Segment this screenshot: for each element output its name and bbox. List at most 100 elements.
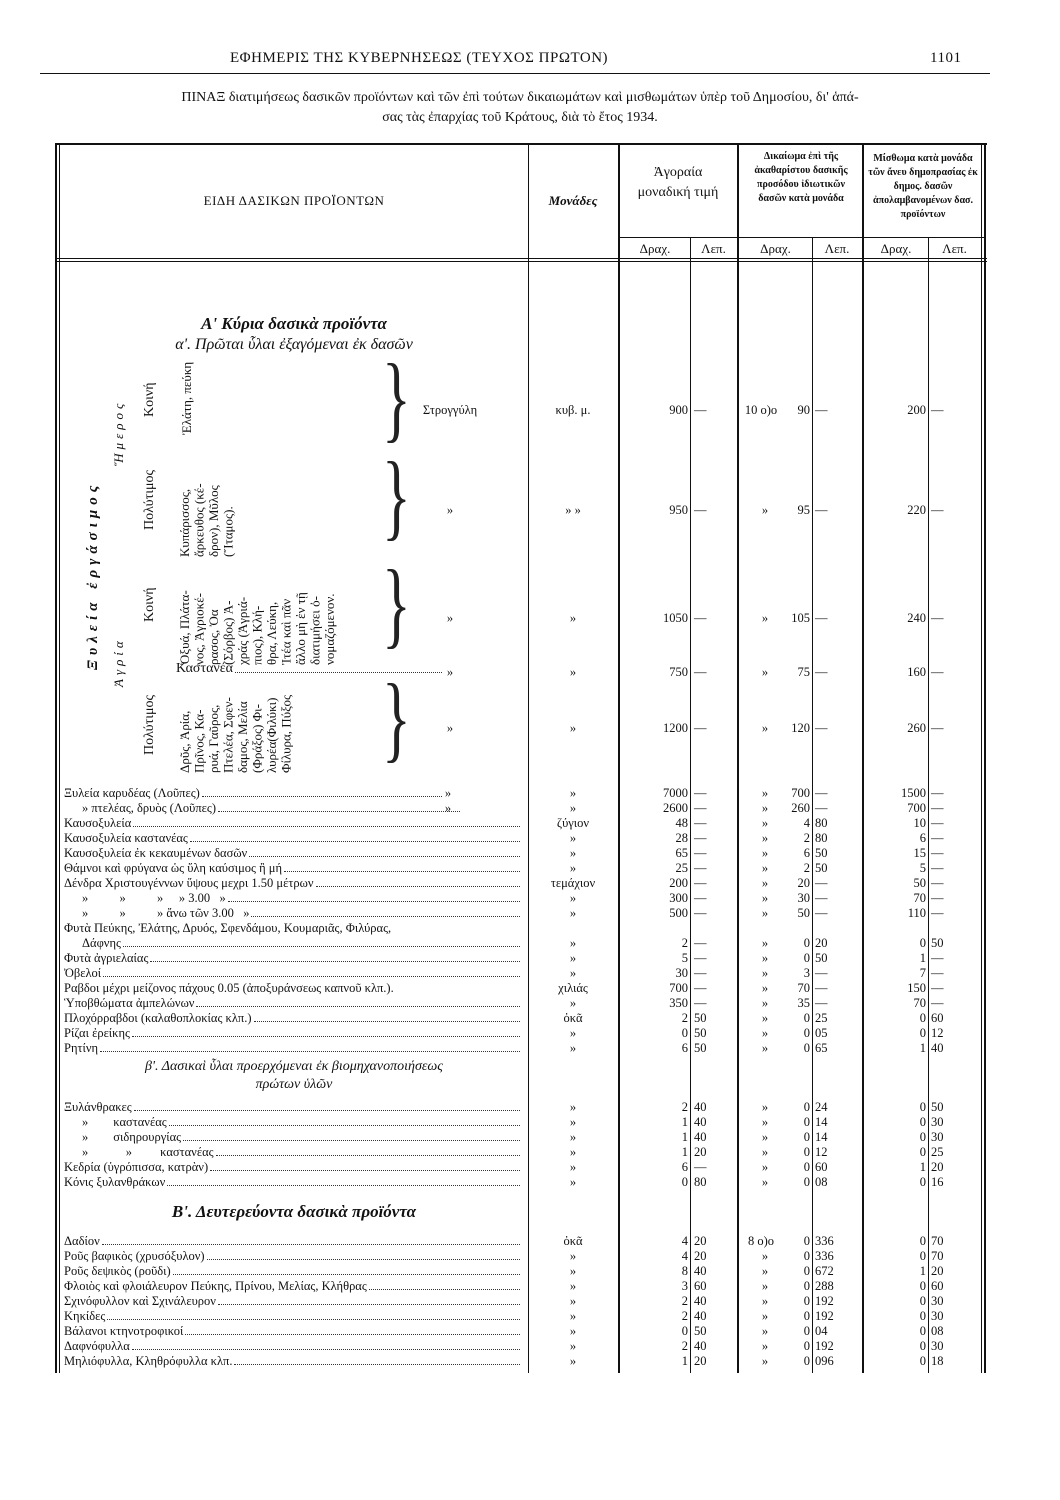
dot-leader [131, 1339, 520, 1350]
right-drachmas: 2 [803, 861, 810, 875]
product-name-text: Κηκίδες [64, 1309, 106, 1323]
product-name: Φλοιὸς καὶ φλοιάλευρον Πεύκης, Πρίνου, Μ… [64, 1279, 522, 1294]
product-name: Καυσοξυλεία καστανέας [64, 831, 522, 846]
price-drachmas: 0 [681, 1026, 688, 1040]
price-drachmas: 28 [675, 831, 689, 845]
product-name: » καστανέας [64, 1115, 522, 1130]
right-drachmas: 2 [803, 831, 810, 845]
table-title-line2: σας τὰς ἐπαρχίας τοῦ Κράτους, διὰ τὸ ἔτο… [382, 110, 658, 125]
right-drachmas: 0 [803, 1279, 810, 1293]
price-lepta: — [694, 891, 707, 905]
rent-lepta: 50 [931, 936, 944, 950]
table-row: » » 1200 — » 120 — 260 — [60, 721, 980, 736]
right-drachmas: 260 [791, 801, 810, 815]
right-lepta: — [815, 786, 828, 800]
unit-cell: » [569, 1041, 577, 1055]
product-name-text: Θάμνοι καὶ φρύγανα ὡς ὕλη καύσιμος ἢ μή [64, 861, 282, 875]
right-lepta: 12 [815, 1145, 828, 1159]
price-drachmas: 2 [681, 1100, 688, 1114]
price-drachmas: 4 [681, 1249, 688, 1263]
rent-drachmas: 0 [919, 1011, 926, 1025]
price-lepta: 50 [694, 1041, 707, 1055]
price-drachmas: 2 [681, 936, 688, 950]
price-drachmas: 2 [681, 1294, 688, 1308]
rent-lepta: 30 [931, 1294, 944, 1308]
rent-drachmas: 110 [907, 906, 926, 920]
right-drachmas: 0 [803, 1115, 810, 1129]
right-prefix: » [761, 876, 769, 890]
price-drachmas: 8 [681, 1264, 688, 1278]
right-lepta: 672 [815, 1264, 834, 1278]
unit-cell: » [569, 1324, 577, 1338]
right-lepta: 80 [815, 816, 828, 830]
unit-cell: » » [565, 503, 581, 517]
product-name: Ξυλάνθρακες [64, 1100, 522, 1115]
dot-leader [206, 1249, 520, 1260]
rent-lepta: — [931, 403, 944, 417]
right-lepta: 25 [815, 1011, 828, 1025]
table-row: Δαφνόφυλλα » 2 40 » 0 192 0 30 [60, 1339, 980, 1354]
col-divider-right [737, 143, 739, 1373]
section-heading: Β'. Δευτερεύοντα δασικὰ προϊόντα [60, 1202, 528, 1222]
right-lepta: 096 [815, 1354, 834, 1368]
product-name-text: Ρητίνη [64, 1041, 99, 1055]
rent-drachmas: 0 [919, 1026, 926, 1040]
table-row: Βάλανοι κτηνοτροφικοί » 0 50 » 0 04 0 08 [60, 1324, 980, 1339]
right-lepta: — [815, 721, 828, 735]
table-row: Δαδίον ὀκᾶ 4 20 8 ο)ο 0 336 0 70 [60, 1234, 980, 1249]
right-lepta: 50 [815, 951, 828, 965]
product-name-text: Ρίζαι ἐρείκης [64, 1026, 130, 1040]
right-prefix: » [761, 1100, 769, 1114]
table-row: Θάμνοι καὶ φρύγανα ὡς ὕλη καύσιμος ἢ μή »… [60, 861, 980, 876]
rent-drachmas: 0 [919, 1115, 926, 1129]
right-prefix: » [761, 1160, 769, 1174]
table-row: Μηλιόφυλλα, Κληθρόφυλλα κλπ. » 1 20 » 0 096 0 18 [60, 1354, 980, 1369]
right-prefix: » [761, 816, 769, 830]
price-lepta: 40 [694, 1294, 707, 1308]
label-wild: Ἀγρία [111, 637, 126, 688]
right-prefix: 8 ο)ο [747, 1234, 775, 1248]
price-lepta: 20 [694, 1249, 707, 1263]
price-drachmas: 350 [669, 996, 688, 1010]
right-prefix: 10 ο)ο [744, 403, 778, 417]
price-lepta: 40 [694, 1309, 707, 1323]
dot-leader [131, 1026, 520, 1037]
product-name: Μηλιόφυλλα, Κληθρόφυλλα κλπ. [64, 1354, 522, 1369]
right-prefix: » [761, 1130, 769, 1144]
table-title-line1: ΠΙΝΑΞ διατιμήσεως δασικῶν προϊόντων καὶ … [181, 90, 859, 105]
table-right-border [984, 143, 986, 1373]
right-lepta: 192 [815, 1339, 834, 1353]
rent-lepta: 60 [931, 1279, 944, 1293]
product-name: Σχινόφυλλον καὶ Σχινάλευρον [64, 1294, 522, 1309]
rent-lepta: 40 [931, 1041, 944, 1055]
price-lepta: 40 [694, 1264, 707, 1278]
dot-leader [234, 661, 442, 673]
unit-cell: » [569, 801, 577, 815]
right-lepta: 192 [815, 1294, 834, 1308]
rent-lepta: — [931, 861, 944, 875]
table-row: Φλοιὸς καὶ φλοιάλευρον Πεύκης, Πρίνου, Μ… [60, 1279, 980, 1294]
dot-leader [168, 1115, 520, 1126]
product-name: Κόνις ξυλανθράκων [64, 1175, 522, 1190]
unit-cell: » [569, 996, 577, 1010]
rent-lepta: — [931, 996, 944, 1010]
right-drachmas: 0 [803, 1234, 810, 1248]
dot-leader [215, 1145, 520, 1156]
rent-lepta: 30 [931, 1309, 944, 1323]
right-prefix: » [761, 861, 769, 875]
right-prefix: » [761, 906, 769, 920]
right-lepta: 08 [815, 1175, 828, 1189]
product-name-text: Φυτὰ Πεύκης, Ἐλάτης, Δρυός, Σφενδάμου, Κ… [64, 921, 392, 935]
right-lepta: 336 [815, 1249, 834, 1263]
price-drachmas: 300 [669, 891, 688, 905]
col-divider-price-lepta [690, 237, 691, 1373]
unit-cell: » [569, 786, 577, 800]
price-drachmas: 25 [675, 861, 689, 875]
price-lepta: — [694, 846, 707, 860]
subheader-drachmas: Δραχ. [880, 241, 912, 256]
right-lepta: 50 [815, 846, 828, 860]
dot-leader [251, 906, 520, 917]
col-divider-right-lepta [812, 237, 813, 1373]
unit-cell: » [569, 846, 577, 860]
